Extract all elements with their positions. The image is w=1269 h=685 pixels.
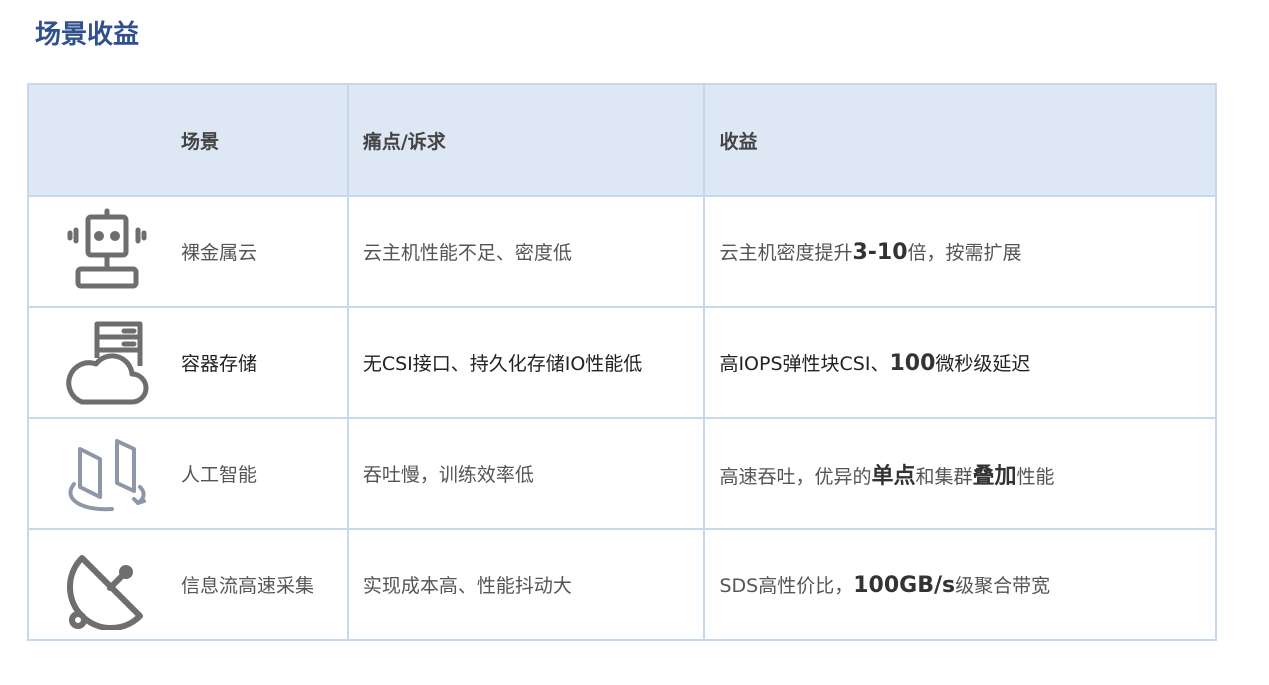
header-benefit: 收益 (719, 130, 758, 153)
pain-point: 实现成本高、性能抖动大 (362, 575, 572, 597)
table-row: 人工智能 吞吐慢，训练效率低 高速吞吐，优异的单点和集群叠加性能 (27, 417, 1217, 530)
cloud-server-icon (57, 318, 157, 408)
benefit-segment: 高速吞吐，优异的 (719, 465, 872, 488)
benefit-highlight: 3-10 (852, 240, 908, 265)
table-row: 裸金属云 云主机性能不足、密度低 云主机密度提升3-10倍，按需扩展 (27, 195, 1217, 308)
benefit-segment: 倍，按需扩展 (907, 242, 1022, 264)
benefit-segment: 级聚合带宽 (955, 575, 1051, 597)
robot-icon (57, 207, 157, 297)
scene-label: 裸金属云 (181, 242, 258, 264)
scene-label: 人工智能 (181, 464, 258, 486)
benefit-text: SDS高性价比，100GB/s级聚合带宽 (705, 571, 1215, 598)
scene-label: 信息流高速采集 (181, 575, 315, 597)
benefit-text: 高IOPS弹性块CSI、100微秒级延迟 (705, 349, 1215, 376)
table-row: 容器存储 无CSI接口、持久化存储IO性能低 高IOPS弹性块CSI、100微秒… (27, 306, 1217, 419)
benefit-highlight: 100 (889, 351, 936, 376)
page-title: 场景收益 (35, 20, 140, 50)
pain-point: 无CSI接口、持久化存储IO性能低 (362, 353, 643, 375)
table-header-row: 场景 痛点/诉求 收益 (27, 83, 1217, 197)
ai-panels-rotate-icon (57, 429, 157, 519)
scenario-benefit-table: 场景 痛点/诉求 收益 裸金属云 云主机性能不足、密度低 云主机密度提升3-10… (27, 83, 1217, 641)
benefit-text: 云主机密度提升3-10倍，按需扩展 (705, 238, 1215, 265)
benefit-segment: 和集群 (915, 465, 973, 488)
benefit-text: 高速吞吐，优异的单点和集群叠加性能 (705, 458, 1215, 490)
benefit-highlight: 叠加 (972, 463, 1017, 489)
pain-point: 吞吐慢，训练效率低 (362, 464, 534, 486)
table-row: 信息流高速采集 实现成本高、性能抖动大 SDS高性价比，100GB/s级聚合带宽 (27, 528, 1217, 641)
benefit-segment: 微秒级延迟 (935, 353, 1031, 375)
benefit-highlight: 单点 (871, 463, 916, 489)
benefit-segment: SDS高性价比， (719, 575, 854, 597)
pain-point: 云主机性能不足、密度低 (362, 242, 572, 264)
scene-label: 容器存储 (181, 353, 258, 375)
benefit-segment: 高IOPS弹性块CSI、 (719, 353, 890, 375)
header-pain: 痛点/诉求 (362, 130, 446, 153)
header-scene: 场景 (181, 130, 220, 153)
benefit-segment: 云主机密度提升 (719, 242, 853, 264)
benefit-segment: 性能 (1016, 465, 1055, 488)
satellite-dish-icon (57, 540, 157, 630)
benefit-highlight: 100GB/s (853, 573, 956, 598)
